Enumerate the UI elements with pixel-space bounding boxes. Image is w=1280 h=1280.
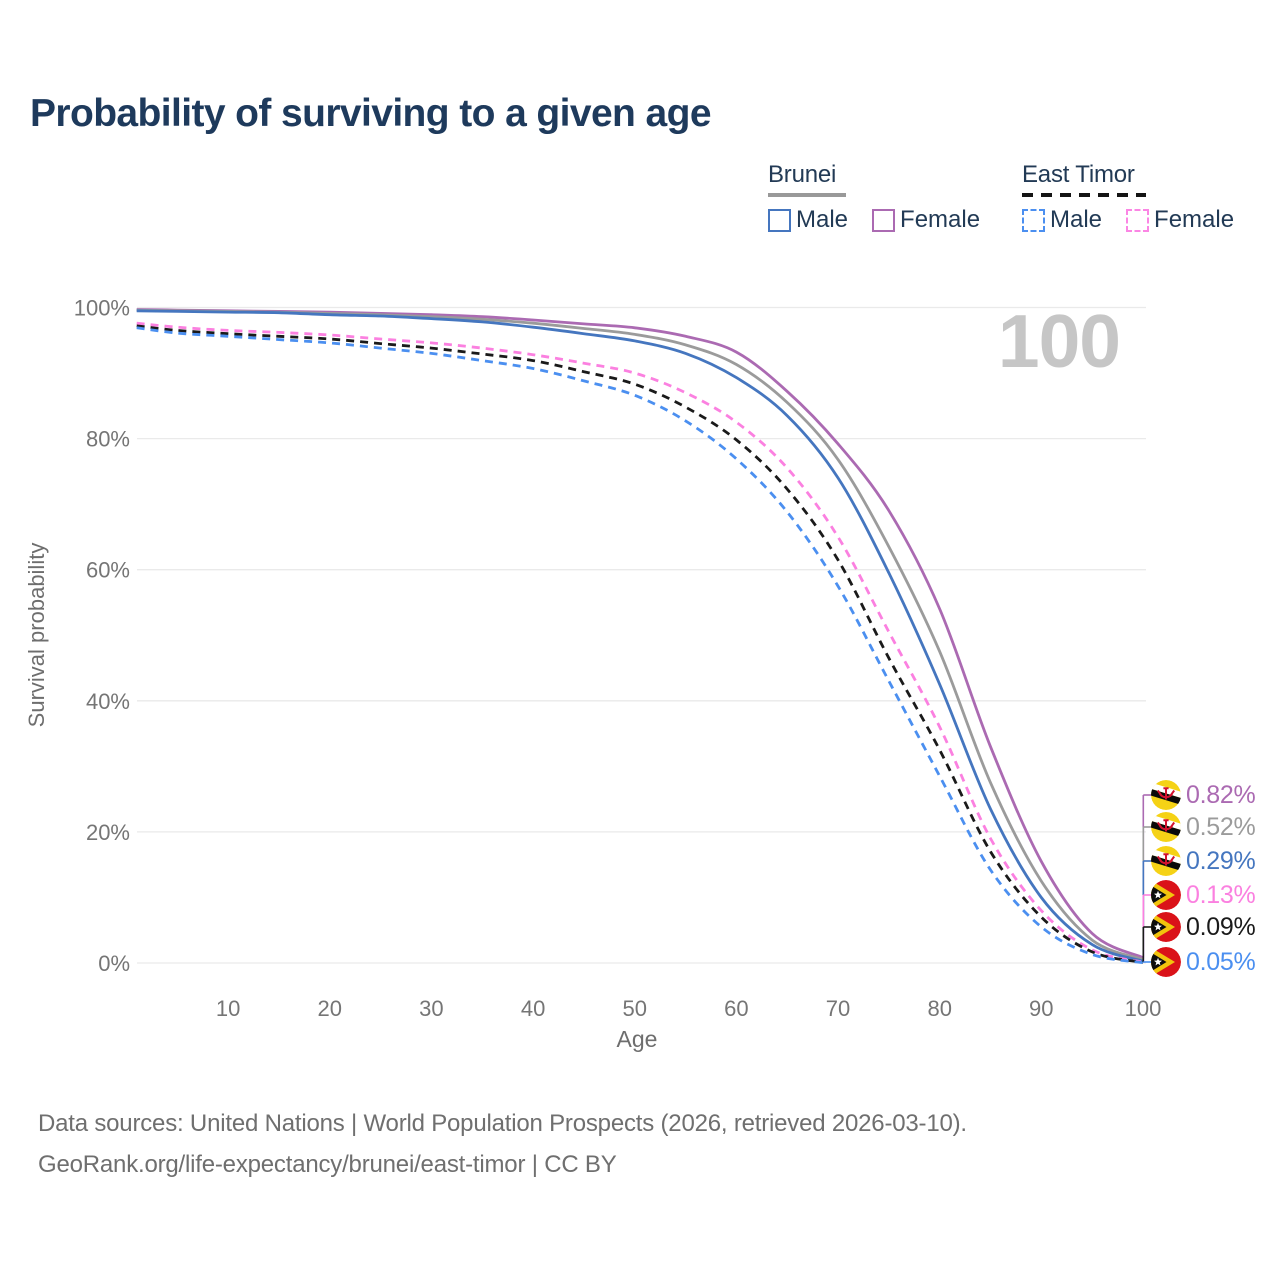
attribution-line: GeoRank.org/life-expectancy/brunei/east-… (38, 1151, 617, 1178)
legend-items: Male Female (768, 206, 980, 234)
series-line-brunei-male (136, 309, 1144, 963)
x-tick-label: 40 (521, 996, 545, 1021)
x-tick-label: 20 (318, 996, 342, 1021)
legend-country-label: Brunei (768, 161, 837, 188)
dashed-line-sample (1022, 193, 1146, 197)
end-label-brunei-female: 0.82% (1151, 780, 1256, 810)
end-value-label: 0.05% (1186, 947, 1256, 976)
end-value-label: 0.52% (1186, 812, 1256, 841)
x-tick-label: 80 (927, 996, 951, 1021)
legend-group-east-timor: East Timor Male Female (1022, 161, 1234, 234)
age-watermark: 100 (998, 299, 1120, 383)
brunei-flag-icon (1151, 846, 1181, 876)
x-tick-label: 60 (724, 996, 748, 1021)
east-timor-flag-icon (1151, 880, 1181, 910)
legend-item-east-timor-female[interactable]: Female (1126, 206, 1234, 234)
series-line-east-timor-both (136, 324, 1144, 964)
x-tick-label: 90 (1029, 996, 1053, 1021)
y-tick-label: 20% (86, 820, 130, 845)
end-label-east-timor-male: 0.05% (1151, 947, 1256, 977)
end-label-brunei-both: 0.52% (1151, 812, 1256, 842)
solid-line-sample (768, 193, 846, 197)
end-value-label: 0.82% (1186, 780, 1256, 809)
end-label-east-timor-both: 0.09% (1151, 912, 1256, 942)
end-label-brunei-male: 0.29% (1151, 846, 1256, 876)
legend-swatch-icon (768, 208, 791, 232)
end-label-east-timor-female: 0.13% (1151, 880, 1256, 910)
y-tick-label: 100% (74, 296, 130, 321)
x-tick-label: 30 (419, 996, 443, 1021)
x-tick-label: 50 (623, 996, 647, 1021)
legend-swatch-icon (1126, 208, 1150, 232)
legend-country-label: East Timor (1022, 161, 1135, 188)
x-tick-label: 70 (826, 996, 850, 1021)
footer: Data sources: United Nations | World Pop… (38, 1103, 967, 1185)
legend-item-label: Female (900, 206, 981, 233)
x-tick-label: 10 (216, 996, 240, 1021)
legend-item-east-timor-male[interactable]: Male (1022, 206, 1102, 234)
end-value-label: 0.09% (1186, 912, 1256, 941)
legend-item-brunei-male[interactable]: Male (768, 206, 848, 234)
east-timor-flag-icon (1151, 912, 1181, 942)
brunei-flag-icon (1151, 780, 1181, 810)
y-axis-title: Survival probability (24, 543, 49, 728)
east-timor-flag-icon (1151, 947, 1181, 977)
y-tick-label: 60% (86, 558, 130, 583)
legend-item-label: Male (1050, 206, 1103, 233)
series-line-east-timor-female (136, 321, 1144, 964)
y-tick-label: 80% (86, 427, 130, 452)
x-axis-title: Age (617, 1026, 658, 1052)
series-line-east-timor-male (136, 326, 1144, 965)
end-value-label: 0.13% (1186, 880, 1256, 909)
legend-item-label: Female (1154, 206, 1235, 233)
legend-item-label: Male (796, 206, 849, 233)
y-tick-label: 40% (86, 689, 130, 714)
data-sources-line: Data sources: United Nations | World Pop… (38, 1110, 967, 1137)
end-value-label: 0.29% (1186, 846, 1256, 875)
legend-group-brunei: Brunei Male Female (768, 161, 980, 234)
brunei-flag-icon (1151, 812, 1181, 842)
y-tick-label: 0% (98, 951, 130, 976)
legend-item-brunei-female[interactable]: Female (872, 206, 980, 234)
page-title: Probability of surviving to a given age (30, 92, 712, 135)
series-line-brunei-both (136, 308, 1144, 961)
legend-swatch-icon (872, 208, 896, 232)
legend-items: Male Female (1022, 206, 1234, 234)
series-line-brunei-female (136, 308, 1144, 959)
legend-swatch-icon (1022, 208, 1045, 232)
x-tick-label: 100 (1125, 996, 1162, 1021)
